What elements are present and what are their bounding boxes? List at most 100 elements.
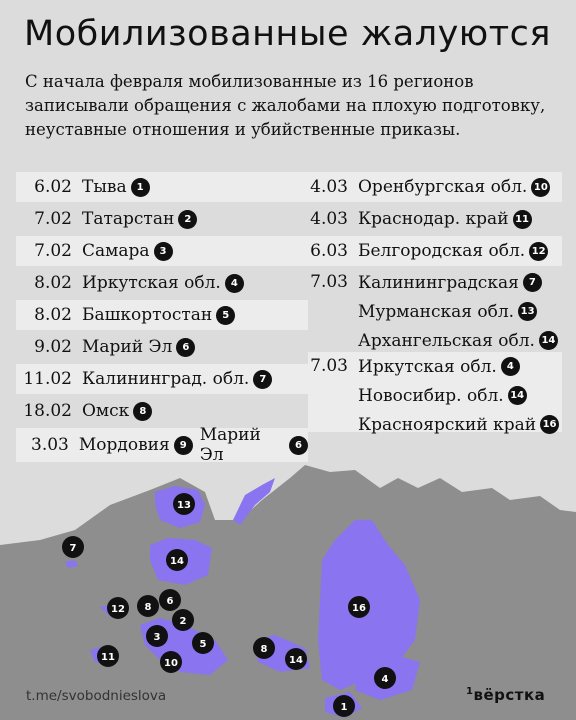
region-kaliningrad — [65, 560, 78, 568]
row-region: Иркутская обл. — [358, 356, 497, 377]
map-badge: 3 — [146, 625, 168, 647]
svg-text:14: 14 — [289, 655, 303, 666]
map-badge: 11 — [97, 645, 119, 667]
row-region: Самара — [82, 241, 150, 261]
row-region: Оренбургская обл. — [358, 177, 528, 197]
region-line: Архангельская обл. 14 — [358, 326, 558, 355]
region-number-badge: 11 — [512, 209, 532, 229]
row-region: Марий Эл — [82, 337, 173, 357]
region-number-badge: 12 — [529, 241, 549, 261]
svg-text:2: 2 — [180, 616, 187, 627]
region-lines: Калининградская 7 Мурманская обл. 13 Арх… — [358, 268, 558, 355]
brand-logo: 1вёрстка — [466, 686, 545, 704]
svg-text:8: 8 — [261, 644, 268, 655]
source-link[interactable]: t.me/svobodnieslova — [26, 688, 167, 704]
row-region: Тыва — [82, 177, 127, 197]
region-number-badge: 7 — [253, 369, 273, 389]
row-region: Башкортостан — [82, 305, 213, 325]
row-date: 18.02 — [23, 401, 72, 421]
list-row: 4.03 Оренбургская обл. 10 — [308, 172, 562, 202]
map-badge: 6 — [159, 589, 181, 611]
row-date: 3.03 — [31, 435, 69, 455]
map-badges: 13 7 14 12 8 6 2 3 5 11 10 8 14 16 4 1 — [62, 493, 396, 717]
row-region: Новосибир. обл. — [358, 385, 504, 406]
map-badge: 16 — [348, 596, 370, 618]
region-number-badge: 6 — [176, 337, 196, 357]
region-number-badge: 1 — [130, 177, 150, 197]
svg-text:13: 13 — [177, 500, 191, 511]
region-number-badge: 10 — [531, 177, 551, 197]
row-region: Мурманская обл. — [358, 301, 515, 322]
row-region: Калининград. обл. — [82, 369, 250, 389]
map-badge: 8 — [137, 595, 159, 617]
region-number-badge: 14 — [538, 331, 558, 350]
svg-text:11: 11 — [101, 652, 115, 663]
list-row: 9.02 Марий Эл 6 — [16, 332, 308, 362]
region-number-badge: 14 — [507, 386, 527, 405]
list-row: 8.02 Иркутская обл. 4 — [16, 268, 308, 298]
svg-text:5: 5 — [200, 639, 207, 650]
region-line: Красноярский край 16 — [358, 410, 560, 439]
svg-text:16: 16 — [352, 603, 366, 614]
list-row: 6.02 Тыва 1 — [16, 172, 308, 202]
list-row: 7.03 Калининградская 7 Мурманская обл. 1… — [308, 268, 562, 351]
row-date: 7.02 — [34, 209, 72, 229]
region-number-badge: 6 — [289, 435, 308, 455]
map-badge: 1 — [333, 695, 355, 717]
row-region: Иркутская обл. — [82, 273, 221, 293]
list-row: 4.03 Краснодар. край 11 — [308, 204, 562, 234]
svg-text:12: 12 — [111, 604, 125, 615]
row-date: 7.02 — [34, 241, 72, 261]
region-number-badge: 16 — [540, 415, 560, 434]
row-date: 4.03 — [310, 209, 348, 229]
row-date: 7.03 — [310, 272, 348, 292]
list-row: 3.03 Мордовия 9 Марий Эл 6 — [16, 425, 308, 465]
region-line: Мурманская обл. 13 — [358, 297, 558, 326]
row-region: Архангельская обл. — [358, 330, 535, 351]
region-number-badge: 2 — [178, 209, 198, 229]
svg-text:7: 7 — [70, 543, 77, 554]
map-land — [0, 465, 576, 720]
map-badge: 4 — [374, 667, 396, 689]
map-badge: 12 — [107, 597, 129, 619]
region-number-badge: 9 — [173, 435, 193, 455]
row-region: Белгородская обл. — [358, 241, 526, 261]
subtitle: С начала февраля мобилизованные из 16 ре… — [25, 72, 546, 139]
map-badge: 2 — [172, 609, 194, 631]
svg-text:6: 6 — [167, 596, 174, 607]
list-row: 11.02 Калининград. обл. 7 — [16, 364, 308, 394]
region-line: Новосибир. обл. 14 — [358, 381, 559, 410]
list-row: 6.03 Белгородская обл. 12 — [308, 236, 562, 266]
list-row: 7.02 Татарстан 2 — [16, 204, 308, 234]
svg-text:1: 1 — [341, 702, 348, 713]
row-region: Краснодар. край — [358, 209, 509, 229]
row-region: Марий Эл — [199, 425, 261, 465]
region-number-badge: 13 — [518, 302, 538, 321]
map-badge: 14 — [285, 648, 307, 670]
row-date: 7.03 — [310, 356, 348, 376]
row-date: 4.03 — [310, 177, 348, 197]
region-number-badge: 8 — [133, 401, 153, 421]
list-row: 7.03 Иркутская обл. 4 Новосибир. обл. 14… — [308, 352, 562, 435]
row-region: Красноярский край — [358, 414, 537, 435]
region-lines: Иркутская обл. 4 Новосибир. обл. 14 Крас… — [358, 352, 560, 439]
region-number-badge: 7 — [522, 273, 542, 292]
map-badge: 8 — [253, 637, 275, 659]
row-date: 8.02 — [34, 273, 72, 293]
row-date: 11.02 — [23, 369, 72, 389]
row-date: 6.02 — [34, 177, 72, 197]
row-date: 9.02 — [34, 337, 72, 357]
brand-name: вёрстка — [473, 686, 546, 704]
list-row: 18.02 Омск 8 — [16, 396, 308, 426]
region-novaya-zemlya — [233, 478, 275, 525]
svg-text:3: 3 — [154, 632, 161, 643]
svg-text:14: 14 — [170, 556, 184, 567]
row-region: Калининградская — [358, 272, 519, 293]
page-title: Мобилизованные жалуются — [24, 14, 551, 54]
land-mass — [0, 465, 576, 720]
region-number-badge: 4 — [224, 273, 244, 293]
map-badge: 13 — [173, 493, 195, 515]
svg-text:8: 8 — [145, 602, 152, 613]
row-region: Омск — [82, 401, 130, 421]
svg-text:4: 4 — [382, 674, 389, 685]
